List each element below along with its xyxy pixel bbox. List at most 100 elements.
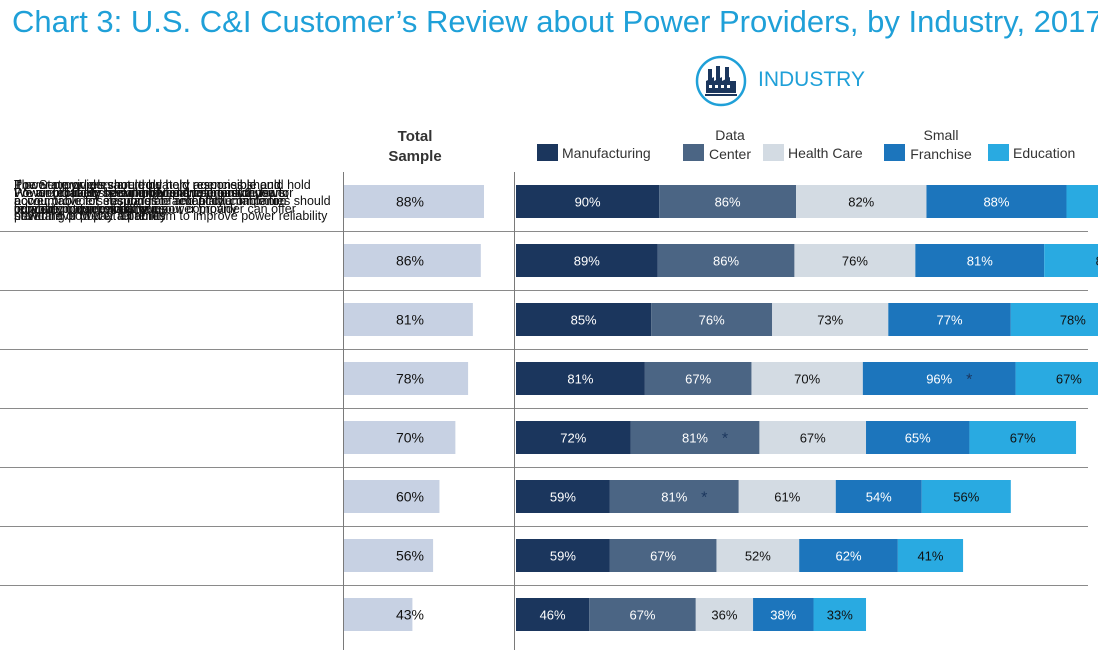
bar-education <box>1066 185 1098 218</box>
bar-value-label: 67% <box>800 431 826 446</box>
row-label: Power providers should be held responsib… <box>14 178 342 225</box>
bar-health-care <box>772 303 889 336</box>
bar-small-franchise <box>753 598 814 631</box>
bar-small-franchise <box>915 244 1045 277</box>
row-label-line: standard of power reliability <box>14 209 167 224</box>
total-header-line: Sample <box>388 148 442 165</box>
bar-value-label: 54% <box>866 490 892 505</box>
total-sample-bar <box>344 421 456 454</box>
bar-value-label: 81% <box>661 490 687 505</box>
total-sample-bar <box>344 598 413 631</box>
row-separator <box>0 290 1088 291</box>
significance-flag: * <box>722 431 728 448</box>
bar-education <box>921 480 1011 513</box>
bar-manufacturing <box>516 598 590 631</box>
bar-health-care <box>751 362 863 395</box>
bar-value-label: 61% <box>774 490 800 505</box>
legend-label-data-center: Data Center <box>703 126 757 164</box>
total-sample-bar <box>344 362 469 395</box>
row-label-line: If power providers are truly held respon… <box>14 178 281 193</box>
bar-value-label: 85% <box>571 313 597 328</box>
row-label-line: Power reliability has improved these pas… <box>14 186 290 200</box>
total-header-line: Total <box>397 128 433 145</box>
bar-small-franchise <box>926 185 1067 218</box>
bar-small-franchise <box>799 539 898 572</box>
bar-health-care <box>738 480 836 513</box>
row-label: If power providers are truly held respon… <box>14 178 342 225</box>
bar-health-care <box>759 421 867 454</box>
bar-value-label: 41% <box>917 549 943 564</box>
row-label: We are actively seeking options to impro… <box>14 186 342 217</box>
row-label: Power reliability is currently an import… <box>14 186 342 217</box>
row-label: We would likely be willing to pay a prem… <box>14 186 342 217</box>
row-label-line: power providers responsible and accounta… <box>14 193 284 208</box>
bar-value-label: 33% <box>827 608 853 623</box>
row-label-line: We would likely be willing to pay a prem… <box>14 186 269 200</box>
bar-value-label: 67% <box>1010 431 1036 446</box>
bar-manufacturing <box>516 539 610 572</box>
bar-health-care <box>695 598 754 631</box>
bar-data-center <box>589 598 696 631</box>
bar-value-label: 70% <box>794 372 820 387</box>
bar-value-label: 81% <box>567 372 593 387</box>
total-sample-bar <box>344 480 440 513</box>
bar-data-center <box>644 362 752 395</box>
row-label: Power providers should be held responsib… <box>14 186 342 217</box>
legend-line: Data <box>715 127 745 143</box>
legend-line: Franchise <box>910 146 972 162</box>
bar-data-center <box>657 244 795 277</box>
legend-label-small-franchise: Small Franchise <box>906 126 976 164</box>
bar-value-label: 38% <box>770 608 796 623</box>
row-label: The State or relevant regulatory agencie… <box>14 178 342 225</box>
total-sample-value-label: 70% <box>396 430 424 446</box>
bar-value-label: 77% <box>937 313 963 328</box>
bar-education <box>1010 303 1098 336</box>
legend-line: Manufacturing <box>562 145 651 161</box>
bar-value-label: 72% <box>560 431 586 446</box>
bar-small-franchise <box>888 303 1011 336</box>
bar-small-franchise <box>862 362 1016 395</box>
bar-value-label: 46% <box>540 608 566 623</box>
factory-icon <box>695 55 747 107</box>
bar-value-label: 67% <box>1056 372 1082 387</box>
legend-line: Center <box>708 146 752 162</box>
bar-manufacturing <box>516 421 631 454</box>
row-separator <box>0 526 1088 527</box>
row-label-line: never have to pay a premium to improve p… <box>14 209 328 224</box>
bar-value-label: 76% <box>842 254 868 269</box>
row-label-line: The State or relevant regulatory agencie… <box>14 178 311 193</box>
significance-flag: * <box>701 490 707 507</box>
total-sample-value-label: 60% <box>396 489 424 505</box>
bar-data-center <box>630 421 760 454</box>
legend-label-education: Education <box>1013 144 1093 163</box>
bar-value-label: 88% <box>983 195 1009 210</box>
bar-manufacturing <box>516 480 610 513</box>
total-sample-value-label: 81% <box>396 312 424 328</box>
legend-swatch-manufacturing <box>537 144 558 161</box>
row-label: Power reliability has improved these pas… <box>14 186 342 217</box>
bar-value-label: 96% <box>926 372 952 387</box>
total-sample-value-label: 43% <box>396 607 424 623</box>
row-label-line: accountable for ensuring an acceptable m… <box>14 193 287 208</box>
bar-education <box>1015 362 1098 395</box>
legend-label-health-care: Health Care <box>788 144 878 163</box>
bar-value-label: 78% <box>1060 313 1086 328</box>
bar-data-center <box>609 480 739 513</box>
bar-manufacturing <box>516 244 658 277</box>
total-sample-header: Total Sample <box>360 127 470 167</box>
bar-data-center <box>651 303 773 336</box>
total-sample-value-label: 78% <box>396 371 424 387</box>
bar-manufacturing <box>516 362 645 395</box>
bar-value-label: 86% <box>715 195 741 210</box>
bar-value-label: 67% <box>650 549 676 564</box>
bar-data-center <box>659 185 797 218</box>
row-separator <box>0 231 1088 232</box>
row-separator <box>0 585 1088 586</box>
bar-value-label: 36% <box>711 608 737 623</box>
row-label-line: providing power at all times <box>14 209 166 224</box>
bar-health-care <box>716 539 800 572</box>
bar-value-label: 62% <box>836 549 862 564</box>
chart-title: Chart 3: U.S. C&I Customer’s Review abou… <box>12 4 1098 39</box>
row-label-line: improve power reliability in our company <box>14 201 238 216</box>
bar-manufacturing <box>516 303 652 336</box>
